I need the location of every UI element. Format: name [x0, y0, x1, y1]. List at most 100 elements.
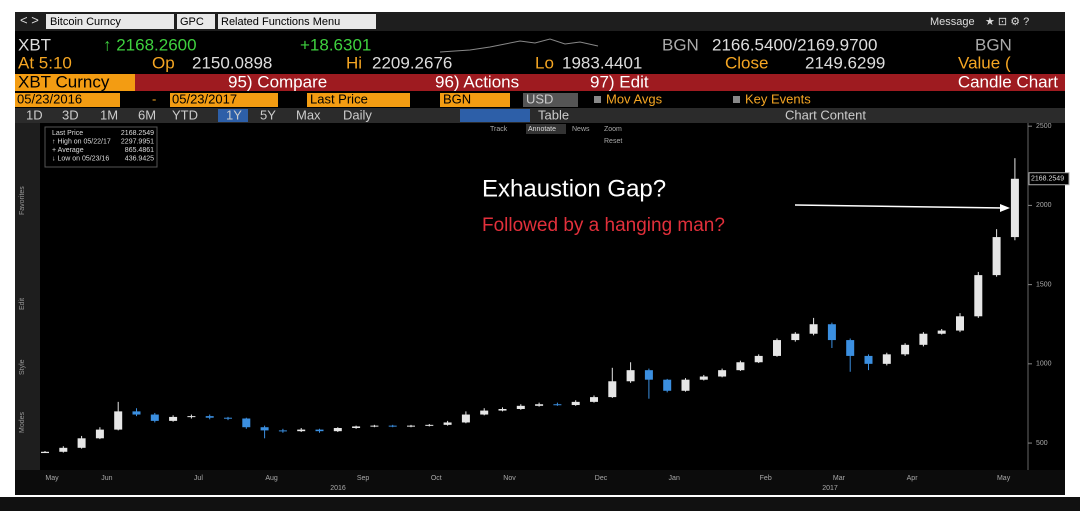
date-box[interactable] — [170, 93, 278, 107]
legend-value: 436.9425 — [125, 155, 154, 162]
candle-body — [699, 376, 708, 380]
chart-tool[interactable]: News — [572, 126, 590, 133]
annotate-highlight — [526, 124, 566, 134]
legend-label: + Average — [52, 147, 84, 154]
chart-tool[interactable]: Zoom — [604, 126, 622, 133]
menu-item[interactable]: 95) Compare — [228, 72, 327, 91]
period[interactable]: Max — [296, 107, 321, 122]
legend-label: Last Price — [52, 130, 83, 137]
legend-label: ↓ Low on 05/23/16 — [52, 155, 109, 162]
security[interactable]: Bitcoin Curncy — [50, 16, 121, 28]
bottom-bar — [0, 497, 1080, 511]
x-tick-label: Jun — [101, 475, 112, 482]
y-tick-label: 500 — [1036, 440, 1048, 447]
candle-body — [498, 408, 507, 411]
x-axis-bar — [15, 470, 1065, 495]
legend-value: 2297.9951 — [121, 138, 154, 145]
candle-body — [754, 355, 763, 363]
side-label: Style — [19, 359, 26, 375]
dash: - — [152, 91, 156, 106]
candle-body — [242, 418, 251, 428]
period[interactable]: 1M — [100, 107, 118, 122]
chart-tool[interactable]: Track — [490, 126, 508, 133]
source-box[interactable] — [440, 93, 510, 107]
nav-arrows[interactable]: < > — [20, 12, 39, 27]
terminal — [15, 12, 1065, 495]
menu[interactable]: Related Functions Menu — [221, 16, 340, 28]
menu-bar — [135, 74, 1065, 91]
candle-body — [718, 370, 727, 377]
icons[interactable]: ★ ⊡ ⚙ ? — [985, 16, 1029, 28]
key-events[interactable]: Key Events — [745, 91, 811, 106]
candle-body — [480, 410, 489, 415]
annotation-arrow — [794, 204, 1005, 209]
time: At 5:10 — [18, 53, 72, 72]
year-label: 2016 — [330, 485, 346, 492]
period[interactable]: YTD — [172, 107, 198, 122]
ticker: XBT — [18, 35, 51, 54]
candle-body — [571, 401, 580, 406]
checkbox[interactable] — [594, 96, 601, 103]
menu-item[interactable]: Candle Chart — [958, 72, 1058, 91]
candle-body — [425, 424, 434, 426]
field[interactable]: Last Price — [310, 91, 368, 106]
menu-item[interactable]: XBT Curncy — [18, 72, 110, 91]
security-box[interactable] — [46, 14, 174, 29]
candle-body — [333, 428, 342, 432]
menu-box[interactable] — [218, 14, 376, 29]
period[interactable]: Chart Content — [785, 107, 866, 122]
function[interactable]: GPC — [180, 16, 204, 28]
period[interactable]: 1D — [26, 107, 43, 122]
y-tick-label: 2500 — [1036, 123, 1052, 130]
candle-body — [150, 414, 159, 421]
side-label: Modes — [19, 411, 26, 433]
candle-body — [992, 237, 1001, 276]
candle-body — [736, 362, 745, 371]
source[interactable]: BGN — [443, 91, 471, 106]
start-date[interactable]: 05/23/2016 — [17, 91, 82, 106]
function-box[interactable] — [177, 14, 215, 29]
field-box[interactable] — [307, 93, 410, 107]
annotation: Followed by a hanging man? — [482, 215, 725, 236]
date-box[interactable] — [15, 93, 120, 107]
high: 2209.2676 — [372, 53, 452, 72]
candle-body — [644, 370, 653, 380]
menu-item[interactable]: 96) Actions — [435, 72, 519, 91]
mov-avgs[interactable]: Mov Avgs — [606, 91, 663, 106]
open-label: Op — [152, 53, 175, 72]
candle-body — [516, 405, 525, 409]
message[interactable]: Message — [930, 16, 975, 28]
high-label: Hi — [346, 53, 362, 72]
chart-tool[interactable]: Reset — [604, 138, 622, 145]
period[interactable]: Daily — [343, 107, 372, 122]
period-selected — [218, 109, 248, 122]
last: ↑ 2168.2600 — [103, 35, 197, 54]
currency-box[interactable] — [523, 93, 578, 107]
period[interactable]: 5Y — [260, 107, 276, 122]
y-tick-label: 1500 — [1036, 281, 1052, 288]
close: 2149.6299 — [805, 53, 885, 72]
x-tick-label: May — [45, 475, 59, 482]
chart-tool[interactable]: Annotate — [528, 126, 556, 133]
candle-body — [937, 330, 946, 334]
x-tick-label: May — [997, 475, 1011, 482]
end-date[interactable]: 05/23/2017 — [172, 91, 237, 106]
candle-body — [956, 316, 964, 331]
open: 2150.0898 — [192, 53, 272, 72]
side-toolbar — [15, 123, 40, 473]
menu-item[interactable]: 97) Edit — [590, 72, 649, 91]
period[interactable]: 1Y — [226, 107, 242, 122]
x-tick-label: Feb — [760, 475, 772, 482]
period[interactable]: 3D — [62, 107, 79, 122]
currency[interactable]: USD — [526, 91, 553, 106]
legend — [44, 126, 158, 168]
candle-body — [95, 429, 104, 439]
period[interactable]: 6M — [138, 107, 156, 122]
checkbox[interactable] — [733, 96, 740, 103]
candle-body — [114, 411, 123, 430]
candle-body — [260, 427, 269, 431]
menu-security[interactable] — [15, 74, 135, 91]
chart-type-box[interactable] — [460, 109, 530, 122]
period[interactable]: Table — [538, 107, 569, 122]
candle-body — [407, 425, 415, 427]
